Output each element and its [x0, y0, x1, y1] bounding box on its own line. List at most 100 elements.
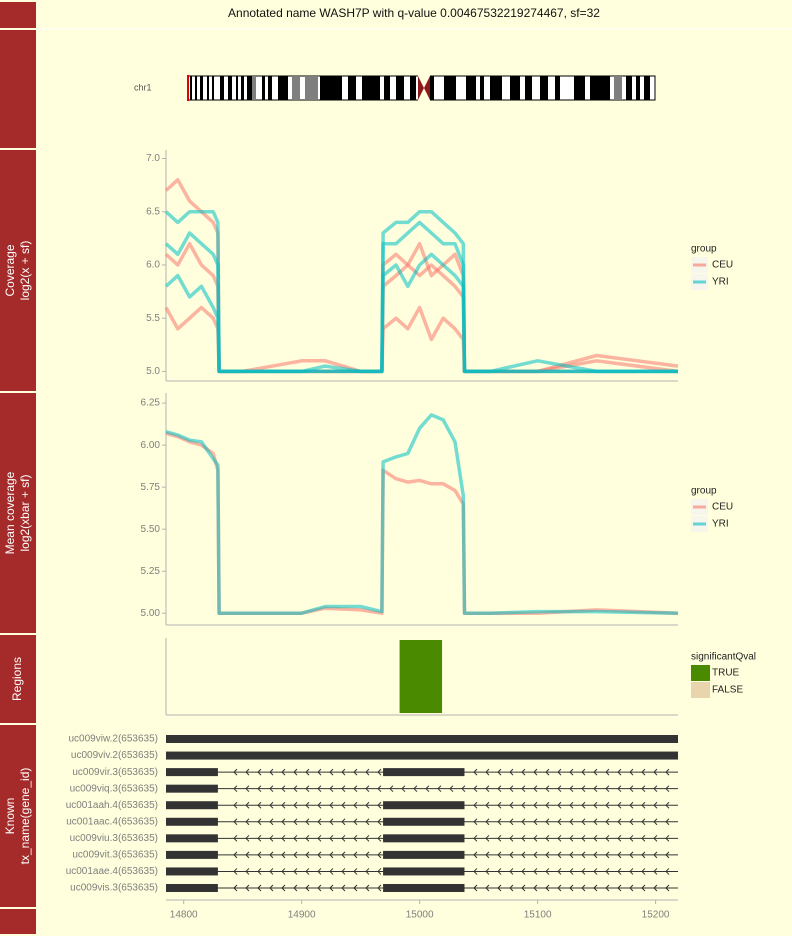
strand-arrow: [617, 834, 622, 842]
ideogram-band: [525, 76, 532, 100]
strand-arrow: [545, 818, 550, 826]
strand-arrow: [617, 785, 622, 793]
strand-arrow: [665, 768, 670, 776]
strand-arrow: [269, 851, 274, 859]
strand-arrow: [557, 884, 562, 892]
strand-arrow: [485, 884, 490, 892]
strand-arrow: [605, 834, 610, 842]
strand-arrow: [665, 884, 670, 892]
strand-arrow: [245, 868, 250, 875]
strand-arrow: [533, 818, 538, 826]
strand-arrow: [521, 851, 526, 859]
strand-arrow: [557, 801, 562, 809]
legend-label: YRI: [712, 277, 729, 288]
coverage-line: [164, 220, 678, 374]
strand-arrow: [641, 785, 646, 793]
strand-arrow: [653, 785, 658, 793]
strand-arrow: [569, 868, 574, 875]
strip-label: tx_name(gene_id): [18, 768, 32, 865]
strand-arrow: [473, 785, 478, 793]
strand-arrow: [473, 768, 478, 776]
ideogram-band: [252, 76, 256, 100]
strand-arrow: [533, 884, 538, 892]
strand-arrow: [473, 884, 478, 892]
strand-arrow: [305, 818, 310, 826]
strand-arrow: [257, 884, 262, 892]
y-tick-label: 5.75: [141, 482, 161, 493]
strand-arrow: [257, 768, 262, 776]
strand-arrow: [269, 785, 274, 793]
strand-arrow: [377, 851, 382, 859]
ideogram-band: [292, 76, 300, 100]
strand-arrow: [365, 851, 370, 859]
strand-arrow: [245, 768, 250, 776]
strand-arrow: [569, 768, 574, 776]
y-tick-label: 5.50: [141, 524, 161, 535]
strand-arrow: [341, 868, 346, 875]
strand-arrow: [293, 851, 298, 859]
strand-arrow: [557, 851, 562, 859]
strand-arrow: [281, 868, 286, 875]
strand-arrow: [665, 851, 670, 859]
transcript-label: uc009vis.3(653635): [70, 883, 158, 894]
strand-arrow: [665, 801, 670, 809]
ideogram-band: [430, 76, 434, 100]
strand-arrow: [293, 785, 298, 793]
strand-arrow: [569, 851, 574, 859]
legend-label: CEU: [712, 260, 733, 271]
ideogram-band: [626, 76, 632, 100]
strand-arrow: [305, 785, 310, 793]
ideogram-band: [207, 76, 209, 100]
strand-arrow: [557, 834, 562, 842]
legend-title: group: [691, 244, 717, 255]
strand-arrow: [581, 834, 586, 842]
ideogram-band: [212, 76, 214, 100]
exon: [166, 850, 218, 859]
legend-label: CEU: [712, 502, 733, 513]
strand-arrow: [665, 785, 670, 793]
ideogram-band: [540, 76, 548, 100]
strand-arrow: [461, 785, 466, 793]
strip-label: Regions: [10, 657, 24, 701]
strand-arrow: [269, 818, 274, 826]
strand-arrow: [233, 868, 238, 875]
strand-arrow: [233, 834, 238, 842]
strand-arrow: [605, 818, 610, 826]
strand-arrow: [233, 768, 238, 776]
strand-arrow: [605, 851, 610, 859]
strand-arrow: [365, 884, 370, 892]
strand-arrow: [665, 834, 670, 842]
ideogram-band: [510, 76, 520, 100]
transcript-label: uc001aac.4(653635): [66, 816, 158, 827]
y-tick-label: 6.00: [141, 440, 161, 451]
strand-arrow: [305, 768, 310, 776]
strand-arrow: [293, 818, 298, 826]
exon: [166, 751, 678, 760]
strand-arrow: [653, 801, 658, 809]
strand-arrow: [281, 785, 286, 793]
strand-arrow: [629, 818, 634, 826]
strand-arrow: [629, 851, 634, 859]
strand-arrow: [341, 834, 346, 842]
strand-arrow: [485, 868, 490, 875]
transcript-label: uc009viv.2(653635): [71, 750, 158, 761]
strip-label: log2(xbar + sf): [18, 474, 32, 551]
ideogram-band: [268, 76, 272, 100]
strand-arrow: [641, 884, 646, 892]
strand-arrow: [641, 834, 646, 842]
strand-arrow: [389, 785, 394, 793]
ideogram-band: [410, 76, 416, 100]
strand-arrow: [377, 868, 382, 875]
y-tick-label: 6.25: [141, 398, 161, 409]
strand-arrow: [617, 868, 622, 875]
strand-arrow: [353, 801, 358, 809]
strand-arrow: [545, 785, 550, 793]
strand-arrow: [617, 851, 622, 859]
strand-arrow: [557, 818, 562, 826]
strand-arrow: [629, 801, 634, 809]
strand-arrow: [341, 851, 346, 859]
strand-arrow: [569, 834, 574, 842]
legend-label: YRI: [712, 519, 729, 530]
exon: [383, 834, 465, 843]
